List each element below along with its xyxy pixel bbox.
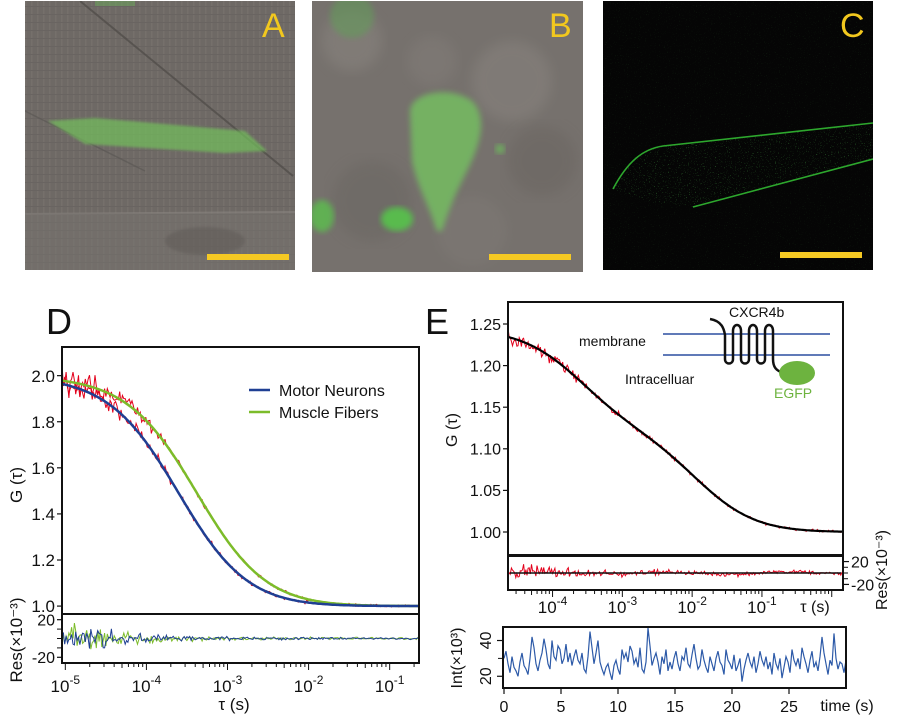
panel-c-scale-bar — [780, 252, 862, 258]
chart-e-x-tick-label: 10-4 — [538, 594, 568, 617]
panel-b-label: B — [549, 7, 572, 45]
chart-intensity-x-tick-label: 25 — [780, 699, 798, 716]
chart-d-x-tick-base: 10 — [132, 677, 151, 696]
panel-b-image: B — [312, 1, 583, 272]
chart-d-legend: Motor Neurons Muscle Fibers — [249, 383, 385, 422]
chart-d-residual-y-tick-label: -20 — [32, 650, 55, 667]
chart-e-x-tick-label: 10-1 — [747, 594, 777, 617]
chart-d-x-tick-exp: -4 — [151, 673, 162, 687]
chart-d-ylabel: G (τ) — [7, 467, 26, 503]
chart-d-y-tick-label: 2.0 — [31, 367, 55, 386]
chart-intensity-x-tick-label: 15 — [666, 699, 684, 716]
chart-e-y-tick-label: 1.05 — [470, 483, 501, 500]
panel-c-image: C — [603, 1, 873, 270]
panel-b-scale-bar — [489, 254, 571, 260]
panel-c-membrane-outline — [612, 122, 873, 190]
chart-e-x-tick-base: 10 — [747, 598, 766, 617]
panel-b-green-neuron — [410, 92, 482, 231]
chart-d-residual-ylabel: Res(×10⁻³) — [7, 597, 26, 682]
panel-c-micrograph — [603, 1, 873, 270]
chart-e-x-tick-label: 10-3 — [608, 594, 638, 617]
inset-membrane-label: membrane — [579, 333, 646, 349]
chart-e-residual-data — [507, 564, 844, 580]
chart-e-y-tick-label: 1.10 — [470, 442, 501, 459]
chart-d-y-tick-label: 1.8 — [31, 413, 55, 432]
chart-d-residual-muscle-fibers — [61, 623, 420, 650]
chart-e-ylabel: G (τ) — [444, 413, 461, 447]
chart-e-x-tick-base: 10 — [677, 598, 696, 617]
chart-intensity-ylabel: Int(×10³) — [449, 628, 466, 689]
chart-d-x-tick-exp: -1 — [394, 673, 405, 687]
chart-e-x-tick-exp: -3 — [626, 594, 637, 608]
chart-e-x-tick-exp: -2 — [696, 594, 707, 608]
chart-d-x-tick-exp: -2 — [313, 673, 324, 687]
chart-intensity-xlabel: time (s) — [820, 698, 873, 715]
legend-label-motor-neurons: Motor Neurons — [279, 383, 385, 400]
chart-e-y-tick-label: 1.00 — [470, 525, 501, 542]
chart-d-fit-motor-neurons — [61, 382, 419, 608]
panel-b-micrograph — [312, 1, 583, 272]
chart-e-x-tick-base: 10 — [608, 598, 627, 617]
chart-intensity-x-tick-label: 20 — [723, 699, 741, 716]
inset-egfp-label: EGFP — [774, 385, 812, 401]
chart-e-y-tick-label: 1.25 — [470, 317, 501, 334]
chart-e-x-tick-base: 10 — [538, 598, 557, 617]
chart-e-xlabel: τ (s) — [800, 599, 829, 616]
chart-e-residual-y-tick-label: -20 — [851, 577, 874, 594]
panel-a-label: A — [262, 7, 285, 45]
chart-d-y-tick-label: 1.6 — [31, 459, 55, 478]
inset-protein-label: CXCR4b — [729, 304, 784, 320]
chart-d-y-tick-label: 1.0 — [31, 597, 55, 616]
chart-d-residual-y-tick-label: 20 — [37, 612, 55, 629]
chart-d-x-tick-exp: -3 — [232, 673, 243, 687]
chart-d-residual-motor-neurons — [61, 628, 420, 649]
chart-intensity-y-tick-label: 40 — [478, 632, 495, 650]
chart-e-inset-schematic: CXCR4b membrane Intracelluar EGFP — [579, 304, 830, 401]
chart-d: 1.01.21.41.61.82.0 10-5 10-4 10-3 10-2 10-1 … — [7, 346, 420, 714]
chart-d-data-muscle-fibers — [61, 363, 420, 608]
chart-intensity: 20 40 0 5 10 15 20 25 Int(×10³) time (s) — [449, 626, 874, 716]
panel-a-micrograph — [25, 1, 295, 270]
cxcr4b-receptor — [709, 317, 785, 375]
chart-d-x-tick-label: 10-5 — [51, 673, 81, 696]
panel-c-label: C — [840, 7, 865, 45]
chart-e-residual-y-tick-label: 20 — [851, 555, 869, 572]
chart-d-x-tick-base: 10 — [51, 677, 70, 696]
chart-e-x-tick-exp: -4 — [557, 594, 568, 608]
legend-label-muscle-fibers: Muscle Fibers — [279, 405, 379, 422]
panel-a-green-fiber — [48, 118, 267, 153]
chart-d-y-tick-label: 1.4 — [31, 505, 55, 524]
chart-d-x-tick-exp: -5 — [69, 673, 80, 687]
chart-d-x-tick-base: 10 — [375, 677, 394, 696]
chart-e: 1.001.051.101.151.201.25 10-4 10-3 10-2 10-… — [444, 301, 891, 617]
chart-d-xlabel: τ (s) — [218, 695, 249, 714]
panel-e-label: E — [425, 301, 450, 342]
panel-d-label: D — [46, 301, 72, 342]
chart-e-x-tick-exp: -1 — [766, 594, 777, 608]
panel-a-image: A — [25, 1, 295, 270]
chart-d-x-tick-base: 10 — [294, 677, 313, 696]
chart-e-x-tick-label: 10-2 — [677, 594, 707, 617]
chart-e-plot-frame — [507, 301, 844, 556]
chart-intensity-x-tick-label: 10 — [609, 699, 627, 716]
inset-intracellular-label: Intracelluar — [625, 371, 695, 387]
chart-intensity-y-tick-label: 20 — [478, 667, 495, 685]
chart-d-y-tick-label: 1.2 — [31, 551, 55, 570]
chart-e-y-tick-label: 1.15 — [470, 400, 501, 417]
chart-d-x-tick-label: 10-3 — [213, 673, 243, 696]
chart-e-fit — [507, 335, 843, 533]
chart-d-x-tick-label: 10-4 — [132, 673, 162, 696]
chart-e-y-tick-label: 1.20 — [470, 358, 501, 375]
panel-a-scale-bar — [207, 254, 289, 260]
chart-e-data — [507, 327, 844, 533]
chart-d-x-tick-label: 10-2 — [294, 673, 324, 696]
chart-e-residual-ylabel: Res(×10⁻³) — [874, 530, 891, 610]
chart-d-x-tick-label: 10-1 — [375, 673, 405, 696]
chart-intensity-x-tick-label: 0 — [500, 699, 509, 716]
egfp-tag — [779, 361, 815, 385]
chart-d-x-tick-base: 10 — [213, 677, 232, 696]
chart-intensity-trace — [503, 627, 847, 682]
chart-intensity-x-tick-label: 5 — [557, 699, 566, 716]
